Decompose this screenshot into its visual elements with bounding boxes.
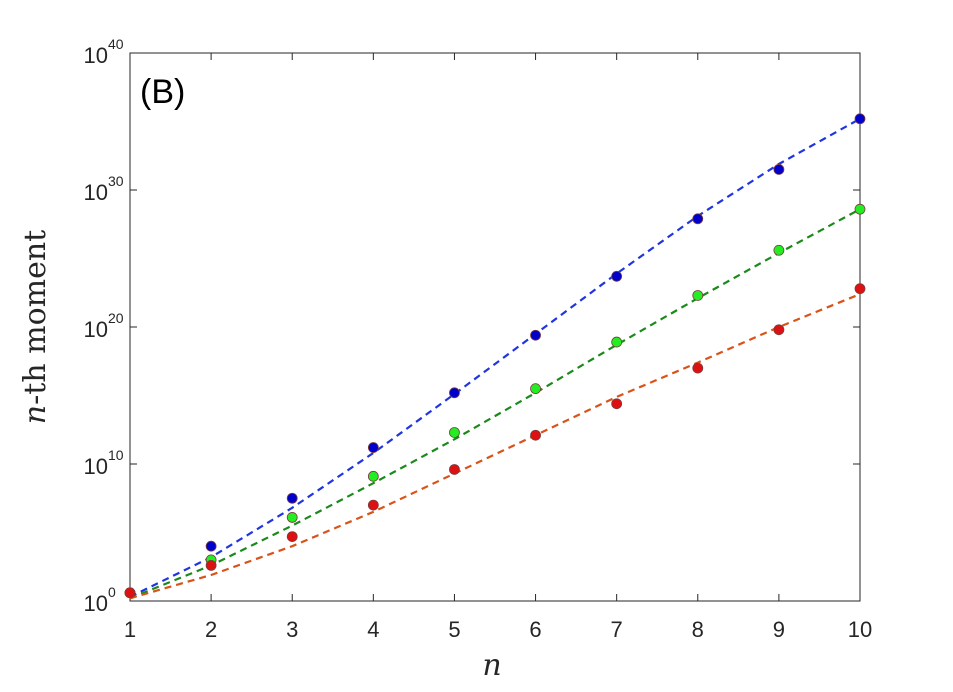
data-point-series-3 [692, 362, 704, 374]
y-tick-label: 10 [84, 43, 108, 68]
x-axis-title: n [482, 648, 501, 683]
x-tick-label: 4 [367, 617, 379, 642]
data-point-series-1 [286, 492, 298, 504]
y-axis-title: n-th moment [18, 230, 53, 424]
data-point-series-2 [530, 383, 541, 395]
data-point-series-2 [367, 470, 379, 482]
data-point-series-3 [530, 429, 541, 441]
data-point-series-1 [530, 329, 541, 341]
x-tick-label: 8 [692, 617, 704, 642]
y-tick-base: 10 [84, 454, 108, 479]
data-point-series-2 [449, 427, 460, 438]
y-tick-base: 10 [84, 591, 108, 616]
fit-line-series-1 [129, 117, 861, 598]
y-tick-base: 10 [84, 43, 108, 68]
x-tick-label: 6 [529, 617, 541, 642]
data-point-series-2 [692, 290, 704, 301]
x-tick-label: 1 [124, 617, 136, 642]
x-tick-label: 7 [611, 617, 623, 642]
y-tick-label: 10 [84, 317, 108, 342]
data-point-series-2 [773, 244, 785, 256]
data-point-series-1 [205, 540, 217, 552]
data-point-series-3 [773, 324, 785, 336]
x-tick-label: 9 [773, 617, 785, 642]
y-tick-exponent: 0 [108, 584, 116, 600]
y-tick-base: 10 [84, 317, 108, 342]
data-point-series-1 [611, 270, 623, 282]
data-point-series-1 [449, 387, 460, 399]
data-point-series-3 [449, 464, 460, 475]
data-point-series-3 [611, 398, 623, 410]
y-tick-exponent: 30 [108, 173, 124, 189]
y-tick-label: 10 [84, 591, 108, 616]
data-point-series-1 [692, 213, 704, 225]
axis-ticks [129, 52, 861, 602]
data-point-series-2 [854, 203, 866, 215]
data-point-series-3 [367, 499, 379, 511]
data-point-series-3 [205, 559, 217, 571]
data-point-series-3 [124, 587, 136, 599]
y-tick-base: 10 [84, 180, 108, 205]
y-tick-label: 10 [84, 454, 108, 479]
data-point-series-1 [773, 164, 785, 175]
y-tick-exponent: 10 [108, 447, 124, 463]
data-point-series-2 [286, 512, 298, 523]
y-axis-title-text: -th moment [18, 230, 53, 405]
y-tick-exponent: 20 [108, 310, 124, 326]
data-points [124, 113, 866, 599]
data-point-series-2 [611, 336, 623, 348]
y-axis-title-variable: n [18, 405, 53, 424]
panel-label: (B) [140, 73, 185, 111]
x-tick-label: 10 [848, 617, 872, 642]
y-tick-label: 10 [84, 180, 108, 205]
fit-line-series-3 [129, 293, 861, 600]
data-point-series-3 [854, 283, 866, 295]
x-tick-label: 3 [286, 617, 298, 642]
plot-area [129, 52, 861, 602]
x-tick-label: 5 [448, 617, 460, 642]
y-tick-exponent: 40 [108, 36, 124, 52]
fit-line-series-2 [129, 208, 861, 600]
data-point-series-3 [286, 531, 298, 543]
fit-lines [129, 117, 861, 600]
data-point-series-1 [854, 113, 866, 125]
data-point-series-1 [367, 442, 379, 453]
x-tick-label: 2 [205, 617, 217, 642]
